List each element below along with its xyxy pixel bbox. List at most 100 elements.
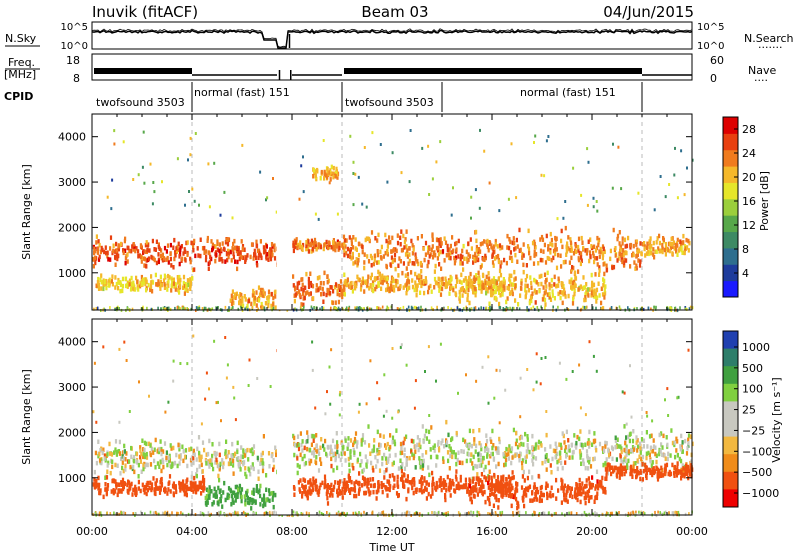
scatter-cell [519, 286, 523, 291]
scatter-cell [206, 235, 209, 241]
scatter-cell [683, 193, 686, 197]
scatter-cell [629, 364, 631, 368]
scatter-cell [366, 282, 369, 288]
scatter-cell [239, 250, 242, 255]
scatter-cell [115, 485, 118, 490]
scatter-cell [122, 140, 125, 144]
scatter-cell [233, 294, 236, 300]
scatter-cell [515, 496, 518, 502]
scatter-cell [383, 475, 386, 480]
scatter-cell [684, 246, 687, 251]
scatter-cell [164, 512, 167, 516]
scatter-cell [304, 439, 308, 445]
scatter-cell [218, 510, 220, 514]
scatter-cell [329, 402, 332, 406]
scatter-cell [540, 492, 543, 498]
scatter-cell [657, 467, 660, 473]
scatter-cell [262, 499, 266, 505]
scatter-cell [142, 447, 145, 452]
scatter-cell [318, 485, 321, 491]
scatter-cell [542, 511, 544, 515]
ytick-label: 2000 [58, 221, 86, 234]
scatter-cell [190, 307, 192, 311]
scatter-cell [632, 243, 635, 249]
scatter-cell [411, 251, 414, 256]
scatter-cell [445, 419, 448, 425]
scatter-cell [433, 285, 436, 290]
scatter-cell [225, 454, 228, 460]
scatter-cell [366, 484, 369, 489]
scatter-cell [467, 452, 470, 457]
scatter-cell [151, 289, 154, 294]
scatter-cell [446, 450, 450, 455]
scatter-cell [630, 415, 633, 419]
scatter-cell [230, 258, 233, 263]
scatter-cell [119, 471, 122, 476]
scatter-cell [215, 489, 218, 495]
scatter-cell [338, 393, 341, 397]
scatter-cell [597, 281, 600, 286]
scatter-cell [573, 285, 576, 290]
scatter-cell [604, 284, 607, 289]
scatter-cell [330, 456, 333, 462]
scatter-cell [184, 287, 187, 293]
scatter-cell [545, 410, 548, 413]
scatter-cell [412, 439, 415, 444]
scatter-cell [156, 449, 159, 454]
scatter-cell [109, 246, 112, 251]
scatter-cell [154, 437, 157, 443]
scatter-cell [413, 261, 416, 266]
scatter-cell [303, 462, 306, 467]
scatter-cell [406, 272, 410, 277]
scatter-cell [482, 306, 485, 310]
scatter-cell [533, 277, 536, 283]
scatter-cell [454, 284, 457, 289]
scatter-cell [485, 280, 488, 285]
scatter-cell [507, 286, 511, 291]
scatter-cell [491, 428, 494, 434]
scatter-cell [240, 454, 243, 459]
scatter-cell [431, 480, 434, 485]
scatter-cell [498, 484, 501, 489]
scatter-cell [199, 237, 202, 242]
scatter-cell [423, 290, 426, 296]
scatter-cell [232, 471, 235, 476]
scatter-cell [538, 498, 541, 504]
scatter-cell [293, 492, 296, 497]
scatter-cell [164, 307, 166, 311]
scatter-cell [181, 484, 184, 489]
scatter-cell [645, 411, 648, 414]
scatter-cell [257, 285, 261, 290]
scatter-cell [436, 307, 438, 311]
scatter-cell [461, 261, 464, 266]
scatter-cell [387, 486, 390, 492]
scatter-cell [115, 482, 118, 487]
scatter-cell [572, 251, 576, 256]
scatter-cell [384, 232, 387, 238]
scatter-cell [191, 187, 194, 191]
scatter-cell [632, 429, 635, 434]
scatter-cell [370, 230, 374, 235]
scatter-cell [503, 451, 507, 456]
scatter-cell [430, 425, 433, 430]
scatter-cell [488, 285, 491, 290]
scatter-cell [399, 235, 402, 240]
scatter-cell [487, 355, 490, 359]
scatter-cell [514, 246, 517, 251]
scatter-cell [384, 443, 387, 448]
scatter-cell [466, 292, 469, 298]
scatter-cell [335, 243, 338, 248]
scatter-cell [216, 239, 219, 244]
scatter-cell [336, 291, 339, 297]
scatter-cell [563, 492, 566, 498]
scatter-cell [678, 456, 681, 462]
scatter-cell [533, 249, 536, 255]
scatter-cell [500, 493, 503, 498]
scatter-cell [588, 440, 591, 446]
scatter-cell [163, 441, 167, 446]
scatter-cell [227, 495, 230, 500]
scatter-cell [124, 457, 127, 462]
scatter-cell [465, 285, 468, 291]
scatter-cell [513, 277, 516, 282]
scatter-cell [189, 480, 192, 486]
